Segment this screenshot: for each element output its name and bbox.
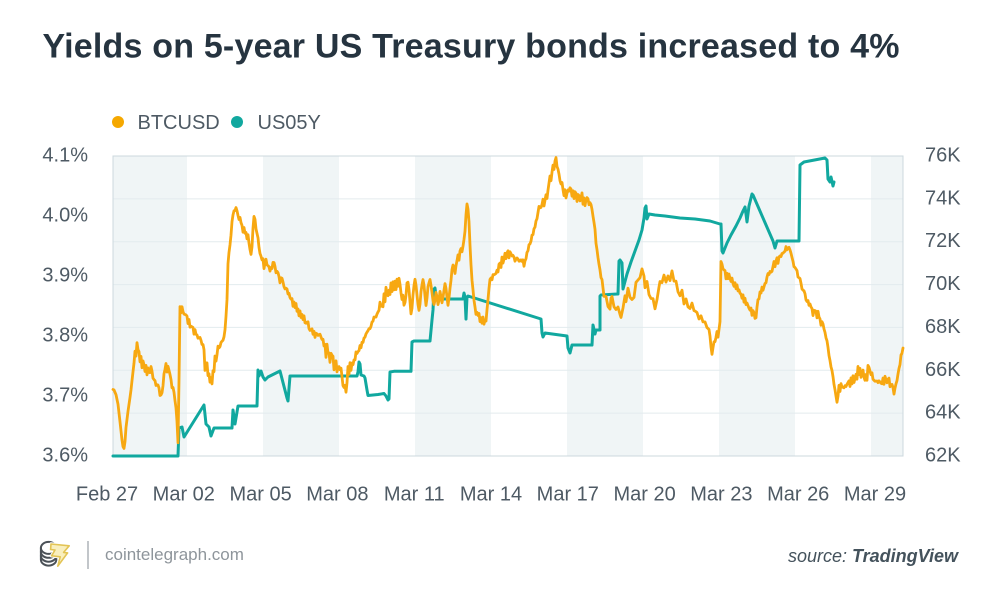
svg-text:Feb 27: Feb 27 (76, 484, 138, 506)
svg-text:64K: 64K (925, 402, 961, 424)
svg-text:74K: 74K (925, 187, 961, 209)
svg-text:Mar 11: Mar 11 (384, 484, 445, 506)
svg-text:76K: 76K (925, 145, 961, 167)
svg-text:3.8%: 3.8% (42, 325, 88, 347)
svg-text:Mar 08: Mar 08 (306, 484, 368, 506)
svg-text:3.6%: 3.6% (42, 445, 88, 467)
svg-text:Mar 02: Mar 02 (153, 484, 215, 506)
svg-text:62K: 62K (925, 445, 961, 467)
svg-text:Yields on 5-year US Treasury b: Yields on 5-year US Treasury bonds incre… (43, 28, 900, 66)
svg-text:Mar 26: Mar 26 (767, 484, 829, 506)
svg-text:68K: 68K (925, 316, 961, 338)
svg-text:Mar 14: Mar 14 (460, 484, 522, 506)
svg-text:66K: 66K (925, 359, 961, 381)
svg-text:Mar 20: Mar 20 (613, 484, 675, 506)
svg-text:Mar 23: Mar 23 (690, 484, 752, 506)
svg-text:Mar 17: Mar 17 (537, 484, 599, 506)
svg-text:source: TradingView: source: TradingView (788, 546, 959, 566)
svg-text:BTCUSD: BTCUSD (138, 112, 220, 134)
svg-text:72K: 72K (925, 230, 961, 252)
svg-text:Mar 05: Mar 05 (229, 484, 291, 506)
svg-text:4.1%: 4.1% (42, 145, 88, 167)
svg-text:3.9%: 3.9% (42, 265, 88, 287)
svg-text:3.7%: 3.7% (42, 385, 88, 407)
svg-text:70K: 70K (925, 273, 961, 295)
svg-text:cointelegraph.com: cointelegraph.com (105, 545, 244, 564)
svg-text:Mar 29: Mar 29 (844, 484, 906, 506)
svg-text:US05Y: US05Y (258, 112, 321, 134)
svg-text:4.0%: 4.0% (42, 205, 88, 227)
